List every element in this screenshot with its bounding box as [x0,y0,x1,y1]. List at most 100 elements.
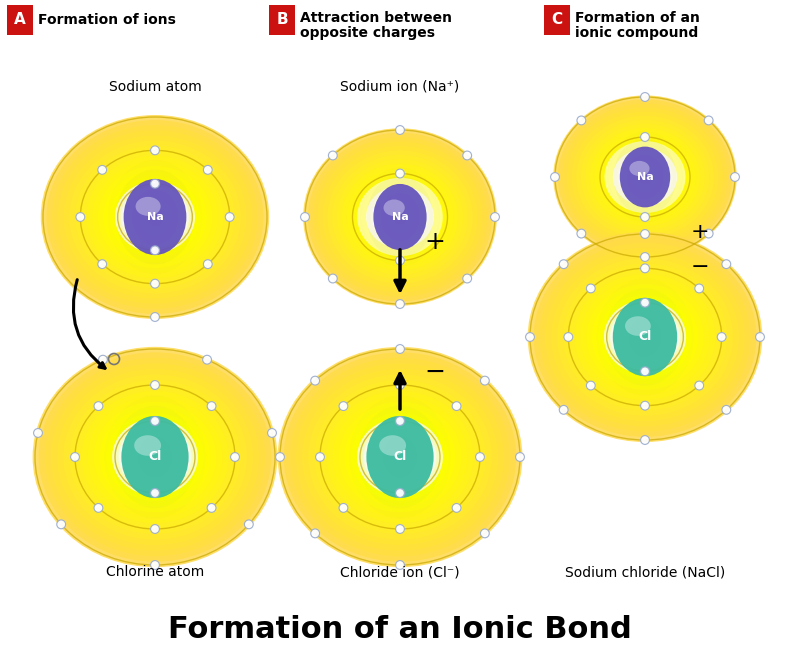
Text: Chloride ion (Cl⁻): Chloride ion (Cl⁻) [340,565,460,579]
Ellipse shape [302,213,309,221]
Ellipse shape [151,490,158,497]
Ellipse shape [345,408,455,506]
Ellipse shape [621,307,669,366]
Ellipse shape [493,215,495,217]
Ellipse shape [88,396,222,518]
Ellipse shape [730,171,741,183]
Ellipse shape [599,136,691,218]
Ellipse shape [274,452,286,462]
Ellipse shape [394,452,406,462]
Ellipse shape [59,522,63,526]
Ellipse shape [153,181,155,183]
Ellipse shape [463,152,471,159]
Ellipse shape [581,279,710,395]
Ellipse shape [586,284,704,390]
Ellipse shape [695,381,704,390]
Ellipse shape [578,117,585,124]
Ellipse shape [452,504,461,512]
Text: +: + [425,230,446,254]
Ellipse shape [465,276,467,278]
Ellipse shape [342,506,346,510]
Ellipse shape [243,519,254,530]
Ellipse shape [233,455,237,459]
Ellipse shape [331,153,334,157]
Ellipse shape [326,391,474,523]
Ellipse shape [310,376,319,385]
Ellipse shape [642,402,649,410]
Ellipse shape [528,335,532,339]
Ellipse shape [394,168,406,179]
Ellipse shape [639,91,650,103]
Text: −: − [425,360,446,384]
Ellipse shape [98,356,107,364]
Ellipse shape [396,526,404,533]
Ellipse shape [36,431,40,435]
Ellipse shape [725,262,728,266]
Ellipse shape [698,384,701,388]
Ellipse shape [394,125,406,135]
Ellipse shape [150,381,159,390]
Ellipse shape [518,455,520,457]
Ellipse shape [396,418,404,425]
Ellipse shape [483,379,486,382]
Ellipse shape [150,146,159,155]
Ellipse shape [560,261,567,268]
Ellipse shape [299,211,310,223]
Ellipse shape [394,560,406,570]
Ellipse shape [479,528,490,539]
Ellipse shape [553,175,557,179]
Ellipse shape [153,248,155,250]
Ellipse shape [327,151,473,283]
Ellipse shape [754,331,766,342]
Ellipse shape [57,520,66,529]
Ellipse shape [643,135,647,139]
Ellipse shape [716,331,727,342]
Ellipse shape [639,331,651,342]
Ellipse shape [374,184,426,250]
Ellipse shape [150,416,161,426]
Ellipse shape [554,95,737,259]
Ellipse shape [642,230,649,237]
Ellipse shape [131,189,178,245]
Ellipse shape [203,259,212,269]
Ellipse shape [398,128,402,132]
Ellipse shape [115,181,195,253]
Ellipse shape [616,311,674,364]
Ellipse shape [150,380,161,390]
Ellipse shape [270,431,274,435]
Ellipse shape [150,313,159,321]
Ellipse shape [96,506,98,508]
Ellipse shape [462,273,473,284]
Ellipse shape [210,404,214,408]
Ellipse shape [70,141,241,293]
Ellipse shape [454,506,458,510]
Ellipse shape [721,404,732,416]
Ellipse shape [559,406,568,414]
Ellipse shape [78,215,81,217]
Ellipse shape [227,215,230,217]
Ellipse shape [143,207,166,227]
Ellipse shape [589,384,593,388]
Ellipse shape [722,261,730,268]
Ellipse shape [379,436,406,456]
Ellipse shape [452,402,461,410]
Ellipse shape [208,504,215,512]
Text: Na: Na [392,212,408,222]
Ellipse shape [643,95,647,99]
Ellipse shape [266,428,278,438]
Ellipse shape [528,232,762,442]
Ellipse shape [577,229,586,238]
Ellipse shape [571,111,718,242]
Ellipse shape [134,436,161,456]
Ellipse shape [97,259,108,269]
Ellipse shape [454,404,457,406]
Ellipse shape [321,386,479,529]
Ellipse shape [622,157,668,197]
Ellipse shape [52,125,258,309]
Ellipse shape [151,526,158,533]
Ellipse shape [576,116,714,238]
Ellipse shape [203,356,210,364]
Ellipse shape [493,215,497,219]
Ellipse shape [586,380,596,391]
Ellipse shape [482,532,485,533]
